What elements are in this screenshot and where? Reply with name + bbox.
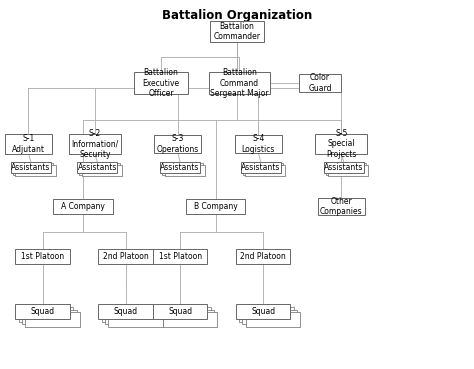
Text: 2nd Platoon: 2nd Platoon [240, 252, 286, 261]
FancyBboxPatch shape [328, 165, 368, 176]
FancyBboxPatch shape [15, 165, 55, 176]
Text: Assistants: Assistants [77, 163, 117, 172]
FancyBboxPatch shape [160, 162, 200, 173]
FancyBboxPatch shape [5, 134, 52, 154]
Text: S-1
Adjutant: S-1 Adjutant [12, 134, 45, 154]
Text: S-4
Logistics: S-4 Logistics [242, 134, 275, 154]
Text: 2nd Platoon: 2nd Platoon [103, 252, 148, 261]
FancyBboxPatch shape [15, 249, 70, 264]
FancyBboxPatch shape [299, 74, 341, 92]
FancyBboxPatch shape [210, 21, 264, 42]
FancyBboxPatch shape [10, 162, 51, 173]
Text: S-3
Operations: S-3 Operations [156, 134, 199, 154]
Text: Battalion Organization: Battalion Organization [162, 9, 312, 22]
FancyBboxPatch shape [99, 304, 153, 319]
Text: Squad: Squad [31, 307, 55, 316]
FancyBboxPatch shape [315, 134, 367, 154]
Text: A Company: A Company [61, 202, 105, 211]
FancyBboxPatch shape [105, 310, 159, 324]
Text: B Company: B Company [194, 202, 237, 211]
FancyBboxPatch shape [162, 163, 202, 175]
FancyBboxPatch shape [239, 307, 294, 322]
FancyBboxPatch shape [18, 307, 73, 322]
FancyBboxPatch shape [242, 310, 297, 324]
Text: Assistants: Assistants [324, 163, 364, 172]
FancyBboxPatch shape [323, 162, 364, 173]
FancyBboxPatch shape [326, 163, 366, 175]
FancyBboxPatch shape [246, 312, 301, 327]
FancyBboxPatch shape [153, 304, 207, 319]
FancyBboxPatch shape [22, 310, 76, 324]
FancyBboxPatch shape [164, 165, 205, 176]
FancyBboxPatch shape [79, 163, 119, 175]
Text: Assistants: Assistants [241, 163, 281, 172]
Text: Squad: Squad [114, 307, 137, 316]
FancyBboxPatch shape [13, 163, 53, 175]
FancyBboxPatch shape [134, 72, 189, 94]
FancyBboxPatch shape [186, 199, 246, 214]
Text: S-2
Information/
Security: S-2 Information/ Security [71, 129, 118, 159]
FancyBboxPatch shape [243, 163, 283, 175]
Text: Squad: Squad [251, 307, 275, 316]
FancyBboxPatch shape [153, 249, 207, 264]
Text: Battalion
Command
Sergeant Major: Battalion Command Sergeant Major [210, 68, 269, 98]
Text: Assistants: Assistants [160, 163, 200, 172]
Text: Battalion
Executive
Officer: Battalion Executive Officer [143, 68, 180, 98]
FancyBboxPatch shape [318, 198, 365, 215]
FancyBboxPatch shape [241, 162, 281, 173]
FancyBboxPatch shape [69, 134, 121, 154]
Text: Assistants: Assistants [11, 163, 51, 172]
FancyBboxPatch shape [99, 249, 153, 264]
FancyBboxPatch shape [235, 135, 282, 153]
Text: S-5
Special
Projects: S-5 Special Projects [326, 129, 356, 159]
Text: Squad: Squad [168, 307, 192, 316]
FancyBboxPatch shape [159, 310, 214, 324]
FancyBboxPatch shape [156, 307, 210, 322]
FancyBboxPatch shape [236, 249, 290, 264]
FancyBboxPatch shape [77, 162, 117, 173]
FancyBboxPatch shape [245, 165, 285, 176]
FancyBboxPatch shape [154, 135, 201, 153]
Text: 1st Platoon: 1st Platoon [21, 252, 64, 261]
FancyBboxPatch shape [102, 307, 156, 322]
Text: 1st Platoon: 1st Platoon [159, 252, 201, 261]
Text: Color
Guard: Color Guard [308, 73, 332, 93]
FancyBboxPatch shape [209, 72, 270, 94]
Text: Battalion
Commander: Battalion Commander [213, 22, 261, 41]
FancyBboxPatch shape [82, 165, 122, 176]
FancyBboxPatch shape [25, 312, 80, 327]
FancyBboxPatch shape [108, 312, 163, 327]
FancyBboxPatch shape [15, 304, 70, 319]
Text: Other
Companies: Other Companies [320, 197, 363, 216]
FancyBboxPatch shape [236, 304, 290, 319]
FancyBboxPatch shape [53, 199, 112, 214]
FancyBboxPatch shape [163, 312, 217, 327]
